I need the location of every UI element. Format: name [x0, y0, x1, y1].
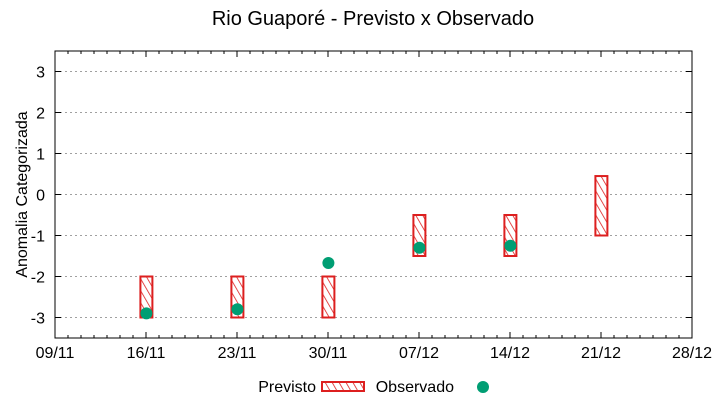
observado-point — [140, 307, 153, 320]
y-tick-label: 2 — [36, 106, 45, 123]
x-tick-label: 14/12 — [490, 345, 530, 362]
chart-title: Rio Guaporé - Previsto x Observado — [211, 8, 535, 30]
plot-frame — [54, 50, 693, 339]
y-tick-label: -2 — [31, 270, 45, 287]
previsto-box — [321, 275, 336, 319]
observado-point — [504, 239, 517, 252]
y-tick-label: -3 — [31, 311, 45, 328]
y-tick-label: 1 — [36, 147, 45, 164]
legend: Previsto Observado — [258, 379, 489, 396]
legend-observado-marker — [477, 381, 489, 393]
observado-point — [231, 303, 244, 316]
legend-previsto-label: Previsto — [258, 379, 316, 396]
y-tick-label: 0 — [36, 188, 45, 205]
x-tick-label: 23/11 — [218, 345, 257, 362]
x-tick-label: 28/12 — [672, 345, 712, 362]
y-tick-label: 3 — [36, 65, 45, 82]
x-tick-label: 07/12 — [399, 345, 439, 362]
y-axis-label: Anomalia Categorizada — [14, 111, 31, 277]
x-tick-label: 09/11 — [36, 345, 75, 362]
observado-point — [413, 241, 426, 254]
x-tick-label: 21/12 — [581, 345, 621, 362]
observado-series — [140, 239, 517, 320]
axes: -3 -2 -1 0 1 2 3 09/11 16/11 23/11 30/11 07/12 14/12… — [14, 50, 712, 362]
previsto-series — [139, 175, 609, 319]
y-tick-label: -1 — [31, 229, 45, 246]
gridlines — [55, 71, 692, 318]
legend-previsto-swatch — [321, 381, 365, 392]
x-tick-label: 16/11 — [127, 345, 166, 362]
legend-observado-label: Observado — [376, 379, 454, 396]
previsto-box — [594, 175, 609, 237]
observado-point — [322, 256, 335, 269]
x-tick-label: 30/11 — [309, 345, 348, 362]
